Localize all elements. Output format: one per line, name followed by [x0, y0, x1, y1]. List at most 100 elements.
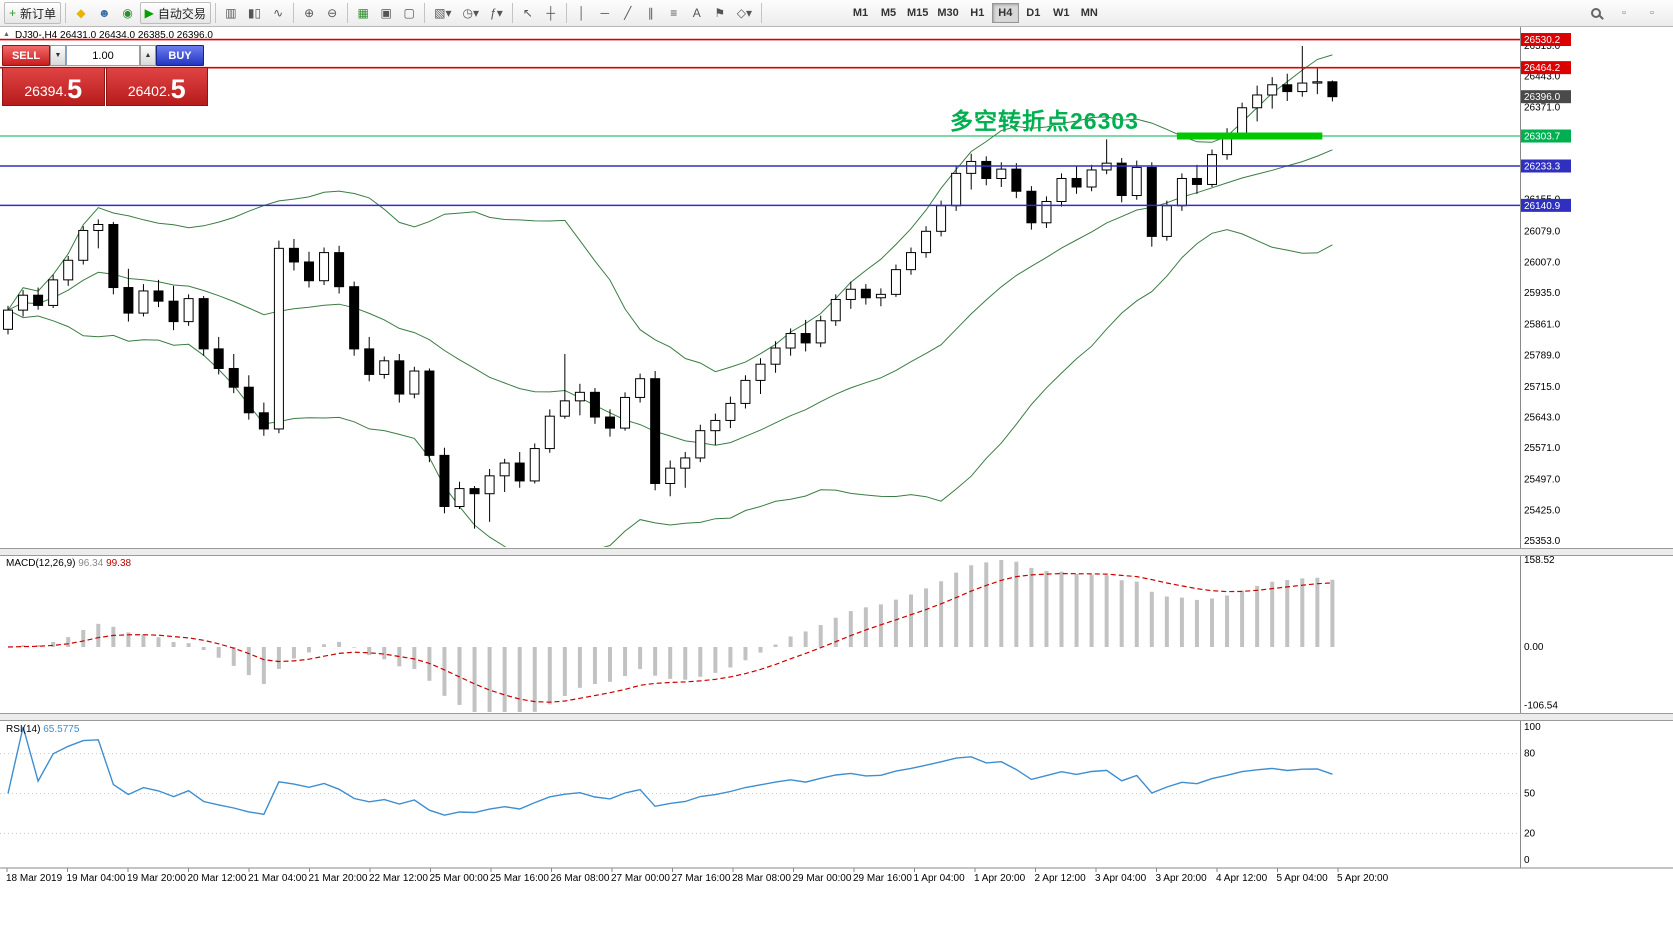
macd-histogram: [21, 560, 1335, 712]
time-axis-label: 20 Mar 12:00: [188, 873, 247, 884]
candle: [288, 247, 299, 263]
new-order-icon: +: [9, 6, 17, 20]
timeframe-m15-button[interactable]: M15: [906, 7, 929, 19]
community-icon-button[interactable]: ◉: [117, 2, 139, 24]
crosshair-tool-button[interactable]: ┼: [540, 2, 562, 24]
buy-button[interactable]: BUY: [156, 45, 204, 66]
arrange-windows-button[interactable]: ▢: [398, 2, 420, 24]
profiles-button[interactable]: ◷▾: [458, 2, 485, 24]
candle: [3, 309, 13, 330]
timeframe-d1-button[interactable]: D1: [1026, 7, 1041, 19]
candle: [319, 252, 330, 282]
sell-price-button[interactable]: 26394. 5: [2, 67, 105, 106]
candle: [996, 168, 1007, 179]
candle: [168, 300, 179, 323]
horizontal-line-tool-button[interactable]: ─: [594, 2, 616, 24]
indicators-icon: ƒ▾: [490, 6, 503, 20]
bar-chart-type-button[interactable]: ▥: [220, 2, 242, 24]
profiles-icon: ◷▾: [462, 6, 480, 20]
timeframe-h1-button[interactable]: H1: [970, 7, 985, 19]
tile-windows-button[interactable]: ▦: [352, 2, 374, 24]
buy-price-big-digit: 5: [170, 74, 186, 105]
fibonacci-tool-button[interactable]: ≡: [663, 2, 685, 24]
cascade-windows-icon: ▣: [380, 6, 392, 20]
candle: [1297, 82, 1308, 93]
candle: [890, 269, 901, 295]
candle: [785, 333, 796, 349]
volume-input[interactable]: [66, 45, 140, 66]
time-axis-label: 29 Mar 16:00: [853, 873, 912, 884]
volume-increase-button[interactable]: ▲: [140, 45, 156, 66]
search-symbol-button[interactable]: [1585, 2, 1607, 24]
subwindow-collapse-icon[interactable]: ▲: [3, 31, 10, 38]
candle: [243, 386, 254, 414]
zoom-in-icon: ⊕: [304, 6, 315, 20]
zoom-in-button[interactable]: ⊕: [298, 2, 320, 24]
timeframe-w1-button[interactable]: W1: [1053, 7, 1070, 19]
rsi-axis-label: 100: [1524, 722, 1541, 733]
toolbar-separator: [424, 3, 426, 23]
candle: [63, 259, 74, 281]
timeframe-m1-button[interactable]: M1: [852, 7, 869, 19]
price-axis-label: 25861.0: [1524, 320, 1561, 331]
text-tool-button[interactable]: A: [686, 2, 708, 24]
time-axis-label: 3 Apr 04:00: [1095, 873, 1147, 884]
zoom-out-button[interactable]: ⊖: [321, 2, 343, 24]
new-chart-button[interactable]: ▧▾: [429, 2, 456, 24]
window-icon: ▫: [1650, 7, 1654, 19]
volume-decrease-button[interactable]: ▼: [50, 45, 66, 66]
trade-panel-prices: 26394. 5 26402. 5: [2, 67, 208, 106]
candle: [183, 298, 194, 323]
pane-separator[interactable]: [0, 548, 1673, 556]
trendline-tool-button[interactable]: ╱: [617, 2, 639, 24]
timeframe-m30-button[interactable]: M30: [937, 7, 959, 19]
timeframe-mn-button[interactable]: MN: [1080, 7, 1098, 19]
pane-separator[interactable]: [0, 713, 1673, 721]
time-axis-label: 21 Mar 04:00: [248, 873, 307, 884]
window-icon: ▫: [1622, 7, 1626, 19]
vertical-line-tool-button[interactable]: │: [571, 2, 593, 24]
candle: [1237, 107, 1248, 134]
support-highlight-segment[interactable]: [1176, 132, 1323, 140]
autotrade-button[interactable]: ▶ 自动交易: [139, 2, 211, 24]
profile-icon-button[interactable]: ☻: [93, 2, 116, 24]
candle: [123, 287, 134, 314]
price-tag: [1521, 159, 1571, 173]
buy-price-button[interactable]: 26402. 5: [105, 67, 208, 106]
market-icon-button[interactable]: ◆: [70, 2, 92, 24]
sell-button[interactable]: SELL: [2, 45, 50, 66]
price-axis-label: 25571.0: [1524, 443, 1561, 454]
time-axis-label: 4 Apr 12:00: [1216, 873, 1268, 884]
timeframe-h4-button[interactable]: H4: [991, 3, 1019, 23]
window-restore-button[interactable]: ▫: [1613, 2, 1635, 24]
window-options-button[interactable]: ▫: [1641, 2, 1663, 24]
vertical-line-tool-icon: │: [577, 6, 586, 20]
candle: [755, 363, 766, 381]
candle: [1312, 81, 1323, 84]
cascade-windows-button[interactable]: ▣: [375, 2, 397, 24]
candle: [198, 298, 209, 350]
line-chart-type-button[interactable]: ∿: [267, 2, 289, 24]
candle: [484, 475, 495, 495]
new-order-button[interactable]: + 新订单: [4, 2, 62, 24]
indicators-button[interactable]: ƒ▾: [485, 2, 508, 24]
candle: [213, 348, 224, 369]
time-axis-label: 27 Mar 00:00: [611, 873, 670, 884]
price-axis-label: 26007.0: [1524, 257, 1561, 268]
magnifier-icon: [1591, 8, 1601, 18]
candle: [138, 290, 149, 314]
candle: [830, 298, 841, 322]
channel-tool-button[interactable]: ∥: [640, 2, 662, 24]
macd-indicator-title: MACD(12,26,9) 96.34 99.38: [6, 558, 131, 569]
macd-axis-label: 0.00: [1524, 642, 1544, 653]
candlestick-chart-type-button[interactable]: ▮▯: [243, 2, 266, 24]
sell-price-big-digit: 5: [67, 74, 83, 105]
timeframe-m5-button[interactable]: M5: [880, 7, 897, 19]
candle: [529, 448, 540, 482]
candle: [665, 467, 676, 484]
shapes-tool-button[interactable]: ◇▾: [732, 2, 757, 24]
label-tool-button[interactable]: ⚑: [709, 2, 731, 24]
cursor-tool-button[interactable]: ↖: [517, 2, 539, 24]
time-axis-label: 5 Apr 04:00: [1277, 873, 1329, 884]
